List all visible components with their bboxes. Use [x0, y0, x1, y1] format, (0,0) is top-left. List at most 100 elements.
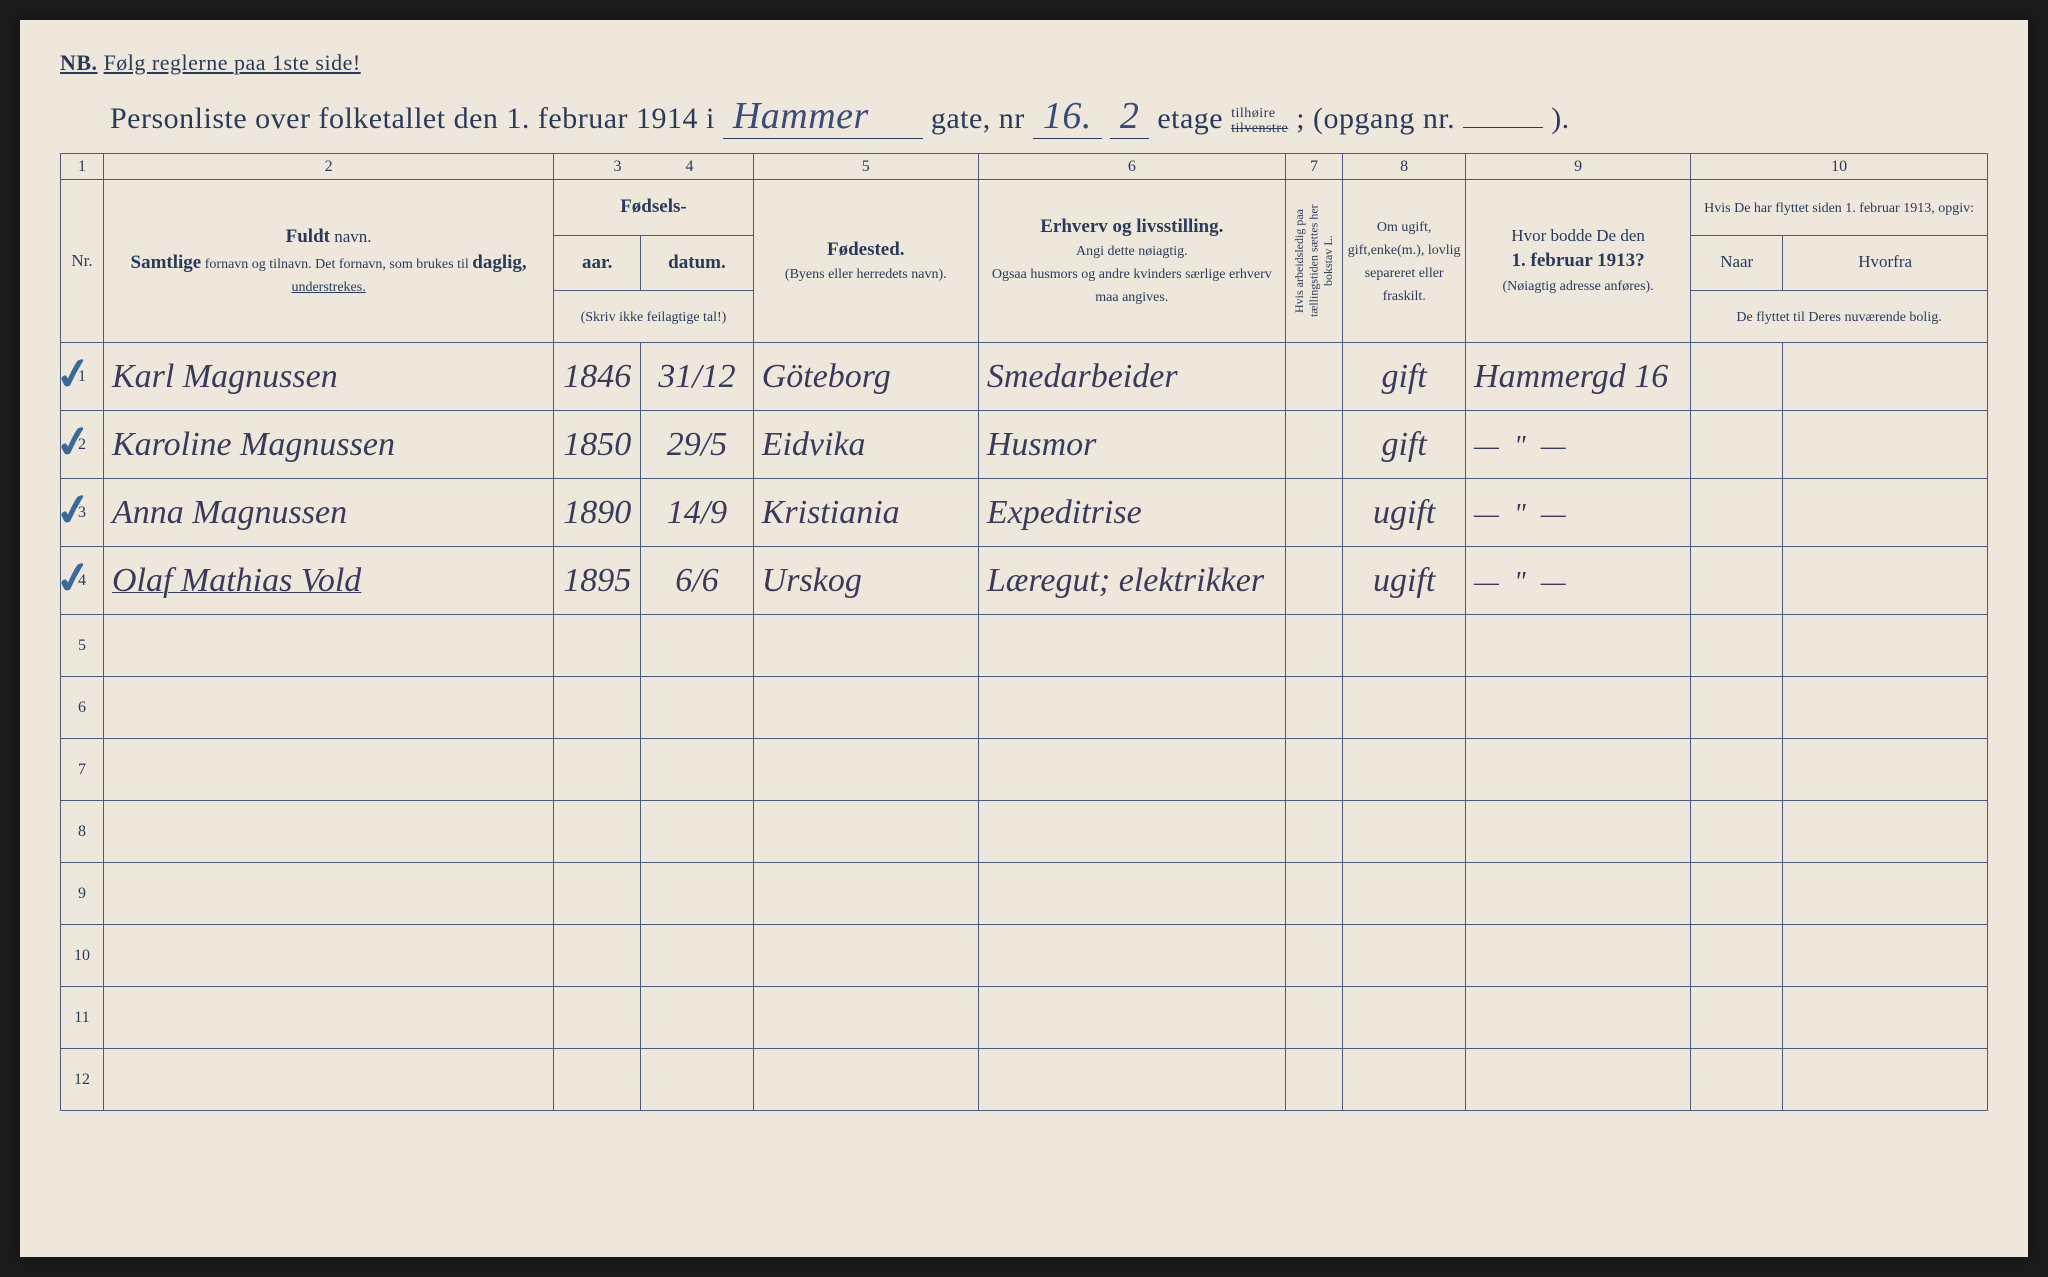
header-addr1913: Hvor bodde De den 1. februar 1913? (Nøia…	[1466, 180, 1691, 343]
row-moved-from	[1783, 677, 1988, 739]
row-moved-from	[1783, 801, 1988, 863]
row-birthplace: Göteborg	[753, 343, 978, 411]
row-absent	[1285, 1049, 1342, 1111]
row-moved-from	[1783, 863, 1988, 925]
row-addr1913	[1466, 801, 1691, 863]
row-date: 29/5	[641, 411, 754, 479]
colnum-8: 8	[1343, 154, 1466, 180]
row-marital	[1343, 1049, 1466, 1111]
row-absent	[1285, 677, 1342, 739]
table-row-empty: 11	[61, 987, 1988, 1049]
row-marital	[1343, 987, 1466, 1049]
row-occupation	[978, 925, 1285, 987]
row-date: 14/9	[641, 479, 754, 547]
row-moved-when	[1691, 987, 1783, 1049]
row-date	[641, 1049, 754, 1111]
row-year	[554, 1049, 641, 1111]
colnum-5: 5	[753, 154, 978, 180]
row-nr: ✓4	[61, 547, 104, 615]
row-absent	[1285, 987, 1342, 1049]
row-birthplace	[753, 925, 978, 987]
row-birthplace	[753, 1049, 978, 1111]
row-occupation	[978, 677, 1285, 739]
row-moved-when	[1691, 411, 1783, 479]
row-date	[641, 677, 754, 739]
row-year: 1850	[554, 411, 641, 479]
row-absent	[1285, 739, 1342, 801]
row-moved-from	[1783, 343, 1988, 411]
row-moved-when	[1691, 479, 1783, 547]
row-nr: 9	[61, 863, 104, 925]
row-occupation: Expeditrise	[978, 479, 1285, 547]
row-date: 6/6	[641, 547, 754, 615]
row-nr: ✓3	[61, 479, 104, 547]
header-marital: Om ugift, gift,enke(m.), lovlig separere…	[1343, 180, 1466, 343]
row-addr1913	[1466, 925, 1691, 987]
row-birthplace	[753, 987, 978, 1049]
checkmark-icon: ✓	[52, 551, 96, 607]
row-occupation	[978, 739, 1285, 801]
row-name	[103, 863, 553, 925]
row-moved-when	[1691, 863, 1783, 925]
row-addr1913	[1466, 677, 1691, 739]
row-nr: 6	[61, 677, 104, 739]
row-date	[641, 925, 754, 987]
row-absent	[1285, 863, 1342, 925]
table-row-empty: 9	[61, 863, 1988, 925]
street-name-handwritten: Hammer	[723, 94, 923, 139]
row-year	[554, 801, 641, 863]
table-row-empty: 6	[61, 677, 1988, 739]
row-occupation: Smedarbeider	[978, 343, 1285, 411]
row-occupation: Husmor	[978, 411, 1285, 479]
row-absent	[1285, 479, 1342, 547]
row-year	[554, 615, 641, 677]
opgang-suffix: ).	[1551, 102, 1570, 135]
row-name	[103, 925, 553, 987]
row-name	[103, 801, 553, 863]
colnum-2: 2	[103, 154, 553, 180]
row-moved-from	[1783, 739, 1988, 801]
checkmark-icon: ✓	[52, 483, 96, 539]
row-moved-from	[1783, 925, 1988, 987]
row-marital: ugift	[1343, 479, 1466, 547]
row-marital	[1343, 739, 1466, 801]
row-name	[103, 987, 553, 1049]
header-birth-group: Fødsels-	[554, 180, 754, 236]
census-table: 1 2 3 4 5 6 7 8 9 10 Nr. Fuldt navn. Sam…	[60, 153, 1988, 1111]
header-moved-sub: De flyttet til Deres nuværende bolig.	[1691, 291, 1988, 343]
colnum-7: 7	[1285, 154, 1342, 180]
gate-label: gate, nr	[931, 102, 1033, 135]
header-occupation: Erhverv og livsstilling. Angi dette nøia…	[978, 180, 1285, 343]
etage-handwritten: 2	[1110, 94, 1150, 139]
colnum-9: 9	[1466, 154, 1691, 180]
table-row: ✓4 Olaf Mathias Vold 1895 6/6 Urskog Lær…	[61, 547, 1988, 615]
row-name	[103, 677, 553, 739]
nb-label: NB.	[60, 50, 98, 75]
colnum-1: 1	[61, 154, 104, 180]
colnum-3-4: 3 4	[554, 154, 754, 180]
row-moved-when	[1691, 547, 1783, 615]
row-moved-when	[1691, 739, 1783, 801]
row-marital: ugift	[1343, 547, 1466, 615]
table-row-empty: 5	[61, 615, 1988, 677]
row-marital: gift	[1343, 411, 1466, 479]
row-moved-when	[1691, 677, 1783, 739]
row-moved-when	[1691, 925, 1783, 987]
table-row-empty: 7	[61, 739, 1988, 801]
row-date	[641, 739, 754, 801]
header-absent: Hvis arbeidsledig paa tællingstiden sætt…	[1285, 180, 1342, 343]
row-addr1913: Hammergd 16	[1466, 343, 1691, 411]
row-absent	[1285, 343, 1342, 411]
row-occupation	[978, 801, 1285, 863]
checkmark-icon: ✓	[52, 347, 96, 403]
header-moved-title: Hvis De har flyttet siden 1. februar 191…	[1691, 180, 1988, 236]
header-row-1: Nr. Fuldt navn. Samtlige fornavn og tiln…	[61, 180, 1988, 236]
row-year	[554, 739, 641, 801]
row-moved-from	[1783, 987, 1988, 1049]
row-nr: 12	[61, 1049, 104, 1111]
row-occupation	[978, 1049, 1285, 1111]
row-year	[554, 677, 641, 739]
row-name: Anna Magnussen	[103, 479, 553, 547]
side-options: tilhøire tilvenstre	[1231, 106, 1288, 137]
header-moved-from: Hvorfra	[1783, 235, 1988, 291]
